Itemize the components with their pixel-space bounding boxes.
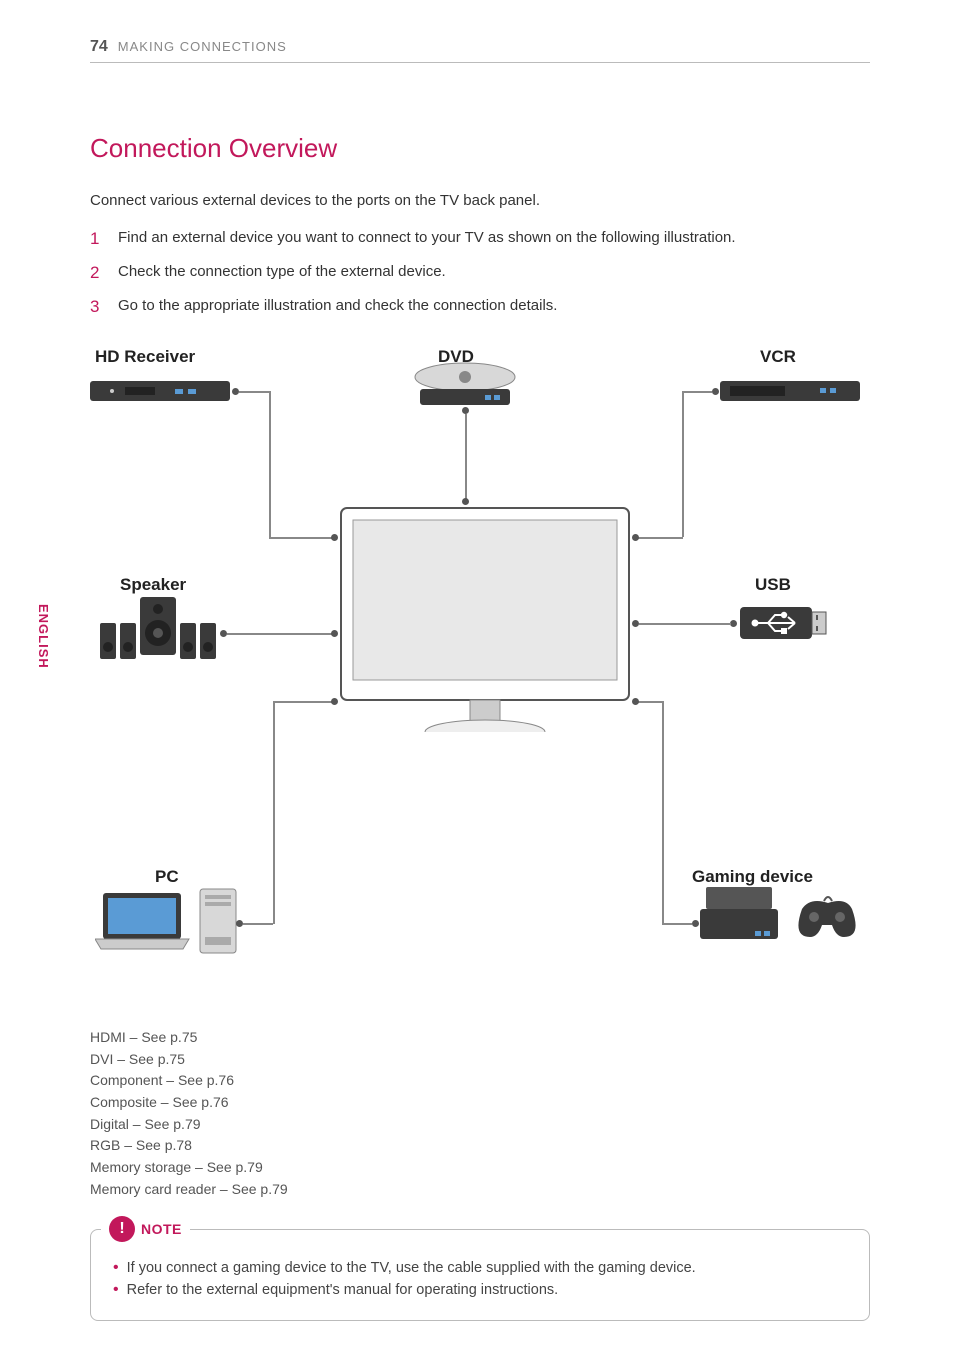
steps-list: 1 Find an external device you want to co…: [90, 229, 870, 317]
connection-diagram: HD Receiver DVD VCR Speaker USB PC Gamin…: [90, 347, 870, 1007]
step-number: 2: [90, 263, 102, 283]
section-name: MAKING CONNECTIONS: [118, 39, 287, 54]
gaming-icon: [700, 887, 860, 947]
note-header: ! NOTE: [101, 1216, 190, 1242]
note-item: • Refer to the external equipment's manu…: [113, 1282, 851, 1298]
page-header: 74 MAKING CONNECTIONS: [90, 38, 870, 63]
bullet-icon: •: [113, 1282, 119, 1298]
hd-receiver-icon: [90, 377, 230, 405]
device-label-vcr: VCR: [760, 347, 796, 367]
reference-item: Digital – See p.79: [90, 1114, 870, 1136]
step-text: Go to the appropriate illustration and c…: [118, 297, 557, 317]
reference-item: Memory storage – See p.79: [90, 1157, 870, 1179]
note-item: • If you connect a gaming device to the …: [113, 1260, 851, 1276]
step-item: 1 Find an external device you want to co…: [90, 229, 870, 249]
page-number: 74: [90, 38, 108, 56]
info-icon: !: [109, 1216, 135, 1242]
reference-item: Component – See p.76: [90, 1070, 870, 1092]
tv-icon: [335, 502, 635, 732]
device-label-usb: USB: [755, 575, 791, 595]
step-item: 2 Check the connection type of the exter…: [90, 263, 870, 283]
reference-item: Composite – See p.76: [90, 1092, 870, 1114]
note-box: ! NOTE • If you connect a gaming device …: [90, 1229, 870, 1321]
step-number: 1: [90, 229, 102, 249]
note-text: If you connect a gaming device to the TV…: [127, 1260, 696, 1276]
note-text: Refer to the external equipment's manual…: [127, 1282, 559, 1298]
speaker-icon: [98, 597, 218, 667]
dvd-icon: [410, 361, 520, 409]
device-label-pc: PC: [155, 867, 179, 887]
note-list: • If you connect a gaming device to the …: [113, 1260, 851, 1298]
reference-item: HDMI – See p.75: [90, 1027, 870, 1049]
bullet-icon: •: [113, 1260, 119, 1276]
note-label: NOTE: [141, 1221, 182, 1237]
page-title: Connection Overview: [90, 133, 870, 164]
page-content: 74 MAKING CONNECTIONS Connection Overvie…: [90, 38, 870, 1321]
pc-icon: [95, 887, 255, 957]
language-tab: ENGLISH: [36, 604, 51, 669]
reference-item: Memory card reader – See p.79: [90, 1179, 870, 1201]
reference-list: HDMI – See p.75 DVI – See p.75 Component…: [90, 1027, 870, 1201]
reference-item: DVI – See p.75: [90, 1049, 870, 1071]
step-number: 3: [90, 297, 102, 317]
intro-text: Connect various external devices to the …: [90, 192, 870, 209]
usb-icon: [740, 605, 830, 641]
reference-item: RGB – See p.78: [90, 1135, 870, 1157]
device-label-speaker: Speaker: [120, 575, 186, 595]
step-text: Find an external device you want to conn…: [118, 229, 736, 249]
device-label-gaming: Gaming device: [692, 867, 813, 887]
step-text: Check the connection type of the externa…: [118, 263, 446, 283]
step-item: 3 Go to the appropriate illustration and…: [90, 297, 870, 317]
vcr-icon: [720, 377, 860, 405]
device-label-hd-receiver: HD Receiver: [95, 347, 195, 367]
